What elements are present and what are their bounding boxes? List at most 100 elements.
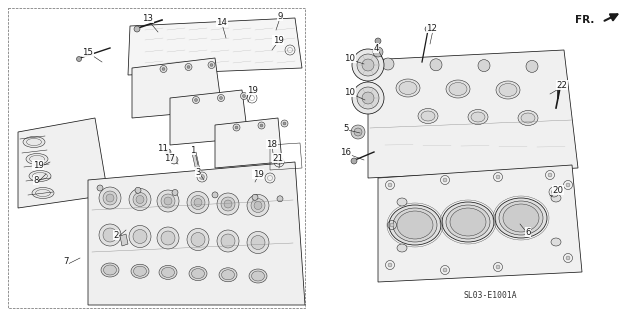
Circle shape — [478, 60, 490, 72]
Text: 1: 1 — [190, 146, 196, 155]
Polygon shape — [88, 162, 305, 305]
Ellipse shape — [251, 271, 265, 281]
Ellipse shape — [496, 81, 520, 99]
Circle shape — [161, 194, 175, 208]
Circle shape — [352, 82, 384, 114]
Circle shape — [172, 158, 176, 162]
Circle shape — [208, 61, 215, 68]
Circle shape — [375, 38, 381, 44]
Circle shape — [388, 183, 392, 187]
Circle shape — [277, 196, 283, 202]
Polygon shape — [170, 90, 248, 145]
Circle shape — [382, 58, 394, 70]
Circle shape — [195, 99, 197, 101]
Circle shape — [165, 149, 171, 155]
Circle shape — [129, 188, 151, 211]
Circle shape — [172, 189, 178, 196]
Text: 19: 19 — [33, 161, 43, 170]
Ellipse shape — [551, 194, 561, 202]
Circle shape — [362, 59, 374, 71]
Ellipse shape — [134, 266, 147, 276]
Text: 2: 2 — [113, 230, 118, 239]
Circle shape — [187, 66, 190, 68]
Circle shape — [352, 49, 384, 81]
Circle shape — [106, 194, 114, 202]
Ellipse shape — [442, 202, 494, 242]
Circle shape — [247, 231, 269, 253]
Text: 15: 15 — [83, 47, 93, 57]
Circle shape — [129, 226, 151, 247]
Ellipse shape — [446, 80, 470, 98]
Ellipse shape — [189, 267, 207, 281]
Polygon shape — [128, 18, 302, 75]
Text: FR.: FR. — [575, 15, 594, 25]
Circle shape — [388, 263, 392, 267]
Circle shape — [362, 92, 374, 104]
Circle shape — [233, 124, 240, 131]
Circle shape — [243, 94, 246, 98]
Ellipse shape — [249, 269, 267, 283]
Ellipse shape — [397, 211, 433, 239]
Circle shape — [219, 97, 222, 100]
Circle shape — [103, 228, 117, 242]
Circle shape — [283, 122, 286, 125]
Ellipse shape — [29, 171, 51, 181]
Polygon shape — [215, 118, 282, 168]
Circle shape — [254, 202, 262, 210]
Ellipse shape — [499, 201, 543, 235]
Ellipse shape — [503, 204, 539, 232]
Circle shape — [185, 63, 192, 70]
Ellipse shape — [449, 83, 467, 95]
Ellipse shape — [192, 268, 205, 279]
Circle shape — [217, 94, 224, 101]
Text: 8: 8 — [33, 175, 39, 185]
Text: 19: 19 — [273, 36, 284, 44]
Circle shape — [162, 68, 165, 70]
Circle shape — [357, 87, 379, 109]
Ellipse shape — [471, 112, 485, 122]
Circle shape — [221, 197, 235, 211]
Circle shape — [260, 124, 263, 127]
Circle shape — [551, 189, 556, 195]
Circle shape — [161, 231, 175, 245]
Ellipse shape — [421, 111, 435, 121]
Circle shape — [187, 228, 209, 251]
Circle shape — [373, 47, 383, 57]
Ellipse shape — [399, 82, 417, 94]
Circle shape — [281, 120, 288, 127]
Ellipse shape — [103, 265, 117, 275]
Circle shape — [224, 200, 232, 208]
Text: 19: 19 — [246, 85, 258, 94]
Polygon shape — [192, 152, 200, 171]
Text: 12: 12 — [427, 23, 437, 33]
Circle shape — [200, 174, 205, 180]
Circle shape — [217, 193, 239, 215]
Text: 4: 4 — [373, 44, 379, 52]
Circle shape — [191, 233, 205, 246]
Circle shape — [548, 173, 552, 177]
Ellipse shape — [551, 238, 561, 246]
Circle shape — [221, 234, 235, 248]
Circle shape — [103, 191, 117, 205]
Circle shape — [496, 175, 500, 179]
Circle shape — [566, 183, 570, 187]
Circle shape — [277, 159, 282, 164]
Ellipse shape — [499, 84, 517, 97]
Polygon shape — [368, 50, 578, 178]
Circle shape — [193, 97, 200, 103]
Circle shape — [258, 122, 265, 129]
Ellipse shape — [23, 137, 45, 148]
Circle shape — [187, 191, 209, 213]
Text: 17: 17 — [164, 154, 176, 163]
Polygon shape — [120, 234, 128, 246]
Circle shape — [133, 229, 147, 244]
Ellipse shape — [397, 244, 407, 252]
Circle shape — [390, 223, 394, 227]
Text: SL03-E1001A: SL03-E1001A — [463, 292, 517, 300]
Circle shape — [135, 187, 141, 193]
Ellipse shape — [32, 188, 54, 198]
Text: 18: 18 — [266, 140, 277, 148]
Ellipse shape — [418, 108, 438, 124]
Circle shape — [191, 196, 205, 210]
Text: 10: 10 — [345, 87, 355, 97]
